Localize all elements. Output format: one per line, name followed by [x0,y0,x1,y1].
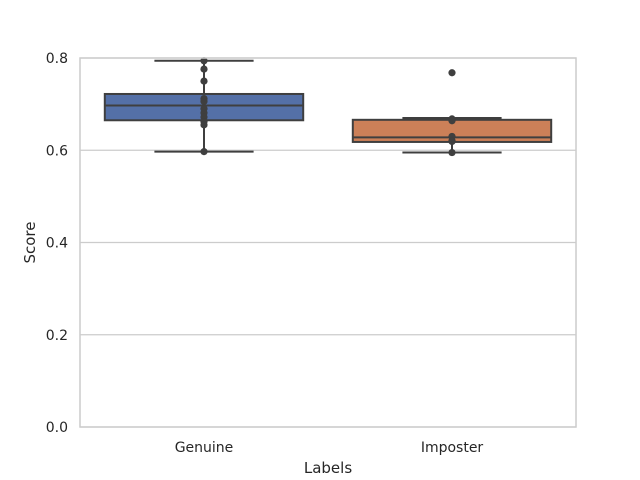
point-imposter-0 [448,69,456,77]
x-tick-labels: Genuine Imposter [175,440,484,456]
boxes [103,57,553,157]
point-genuine-0 [200,57,208,65]
y-tick-label-1: 0.2 [46,328,68,344]
x-axis-label: Labels [304,459,352,477]
point-genuine-10 [200,148,208,156]
y-tick-label-0: 0.0 [46,420,68,436]
x-tick-label-imposter: Imposter [421,440,484,456]
point-genuine-9 [200,121,208,129]
box-group-imposter [351,69,553,157]
y-tick-labels: 0.0 0.2 0.4 0.6 0.8 [46,51,68,436]
point-imposter-2 [448,117,456,125]
x-tick-label-genuine: Genuine [175,440,234,456]
point-genuine-1 [200,65,208,73]
y-tick-label-2: 0.4 [46,236,68,252]
point-imposter-5 [448,137,456,146]
point-imposter-6 [448,148,456,157]
y-tick-label-3: 0.6 [46,143,68,159]
y-tick-label-4: 0.8 [46,51,68,67]
y-axis-label: Score [21,221,39,263]
box-group-genuine [103,57,305,156]
point-genuine-4 [200,97,208,105]
plot-frame [79,57,577,428]
point-genuine-2 [200,77,208,85]
